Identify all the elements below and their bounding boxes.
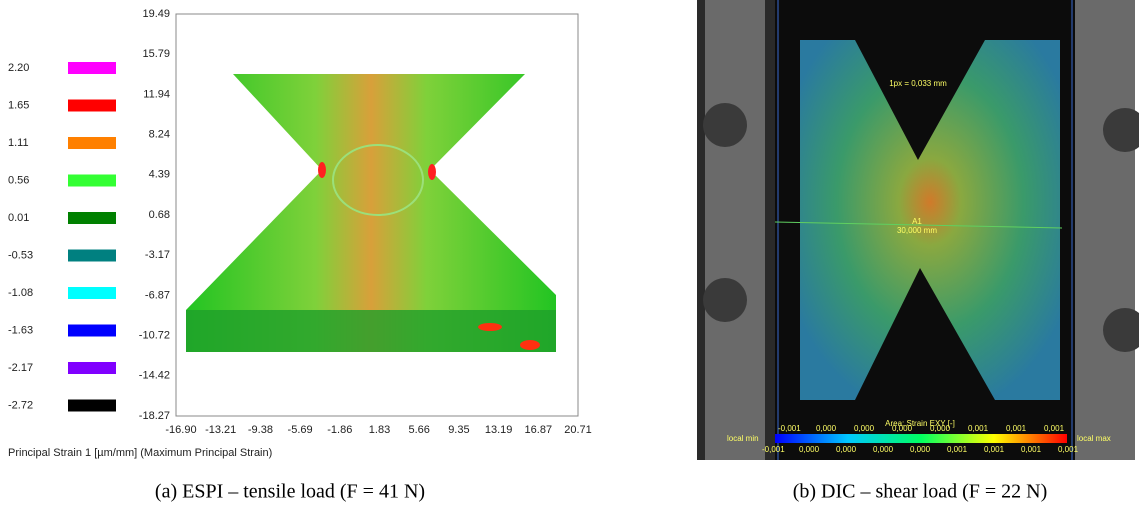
y-tick-label: 11.94 xyxy=(143,88,170,100)
legend-swatch xyxy=(68,212,116,224)
y-tick-label: 4.39 xyxy=(149,169,170,181)
strain-field-base xyxy=(186,310,556,352)
x-tick-label: 1.83 xyxy=(369,424,390,436)
colorbar-label: 0,000 xyxy=(816,424,837,433)
colorbar-label: 0,000 xyxy=(910,445,931,454)
local-min: local min xyxy=(727,434,759,443)
colorbar-label: -0,001 xyxy=(778,424,801,433)
colorbar-label: -0,001 xyxy=(762,445,785,454)
x-tick-label: 5.66 xyxy=(408,424,429,436)
y-tick-label: -10.72 xyxy=(139,330,170,342)
legend-label: -0.53 xyxy=(8,249,33,261)
caption: (b) DIC – shear load (F = 22 N) xyxy=(793,481,1048,503)
x-tick-label: -5.69 xyxy=(288,424,313,436)
legend-label: -1.63 xyxy=(8,324,33,336)
legend-swatch xyxy=(68,400,116,412)
y-tick-label: -18.27 xyxy=(139,410,170,422)
colorbar-label: 0,000 xyxy=(892,424,913,433)
bolt xyxy=(703,278,747,322)
colorbar-label: 0,001 xyxy=(1044,424,1065,433)
legend-label: -2.17 xyxy=(8,362,33,374)
legend-swatch xyxy=(68,62,116,74)
caption: (a) ESPI – tensile load (F = 41 N) xyxy=(155,481,425,503)
legend-swatch xyxy=(68,325,116,337)
colorbar-label: 0,000 xyxy=(799,445,820,454)
colorbar-label: 0,001 xyxy=(1006,424,1027,433)
y-tick-label: 8.24 xyxy=(149,129,170,141)
panel-a: Principal Strain 1 [µm/mm] (Maximum Prin… xyxy=(8,8,592,503)
hot-spot xyxy=(478,323,502,331)
legend-label: 0.01 xyxy=(8,212,29,224)
y-tick-label: -14.42 xyxy=(139,370,170,382)
legend-swatch xyxy=(68,287,116,299)
legend-swatch xyxy=(68,250,116,262)
y-tick-label: 19.49 xyxy=(142,8,170,20)
bolt xyxy=(703,103,747,147)
x-tick-label: 9.35 xyxy=(448,424,469,436)
hot-spot xyxy=(428,164,436,180)
legend-label: 1.65 xyxy=(8,99,29,111)
axis-label: Principal Strain 1 [µm/mm] (Maximum Prin… xyxy=(8,447,272,459)
colorbar-label: 0,001 xyxy=(984,445,1005,454)
legend-swatch xyxy=(68,362,116,374)
colorbar-label: 0,000 xyxy=(873,445,894,454)
area-name: A1 xyxy=(912,217,922,226)
panel-b: 1px = 0,033 mm A1 30,000 mm Area: Strain… xyxy=(697,0,1139,503)
legend-label: -2.72 xyxy=(8,399,33,411)
colorbar-label: 0,001 xyxy=(1058,445,1079,454)
y-tick-label: -3.17 xyxy=(145,249,170,261)
clamp xyxy=(1075,0,1135,460)
legend-swatch xyxy=(68,100,116,112)
x-tick-label: 16.87 xyxy=(525,424,553,436)
legend-swatch xyxy=(68,137,116,149)
x-tick-label: -13.21 xyxy=(205,424,236,436)
x-tick-label: 13.19 xyxy=(485,424,513,436)
y-tick-label: -6.87 xyxy=(145,289,170,301)
legend-label: 0.56 xyxy=(8,174,29,186)
colorbar-label: 0,000 xyxy=(930,424,951,433)
x-tick-label: 20.71 xyxy=(564,424,592,436)
colorbar-label: 0,000 xyxy=(854,424,875,433)
colorbar-label: 0,001 xyxy=(1021,445,1042,454)
colorbar-label: 0,001 xyxy=(947,445,968,454)
scale-note: 1px = 0,033 mm xyxy=(889,79,947,88)
colorbar-label: 0,000 xyxy=(836,445,857,454)
length: 30,000 mm xyxy=(897,226,937,235)
figure: Principal Strain 1 [µm/mm] (Maximum Prin… xyxy=(0,0,1139,508)
x-tick-label: -1.86 xyxy=(327,424,352,436)
x-tick-label: -9.38 xyxy=(248,424,273,436)
y-tick-label: 0.68 xyxy=(149,209,170,221)
colorbar xyxy=(775,434,1067,443)
hot-spot xyxy=(520,340,540,350)
legend-label: 1.11 xyxy=(8,137,29,149)
colorbar-label: 0,001 xyxy=(968,424,989,433)
legend-label: -1.08 xyxy=(8,287,33,299)
legend-swatch xyxy=(68,175,116,187)
x-tick-label: -16.90 xyxy=(165,424,196,436)
local-max: local max xyxy=(1077,434,1111,443)
hot-spot xyxy=(318,162,326,178)
y-tick-label: 15.79 xyxy=(142,48,170,60)
legend-label: 2.20 xyxy=(8,62,29,74)
clamp xyxy=(705,0,765,460)
